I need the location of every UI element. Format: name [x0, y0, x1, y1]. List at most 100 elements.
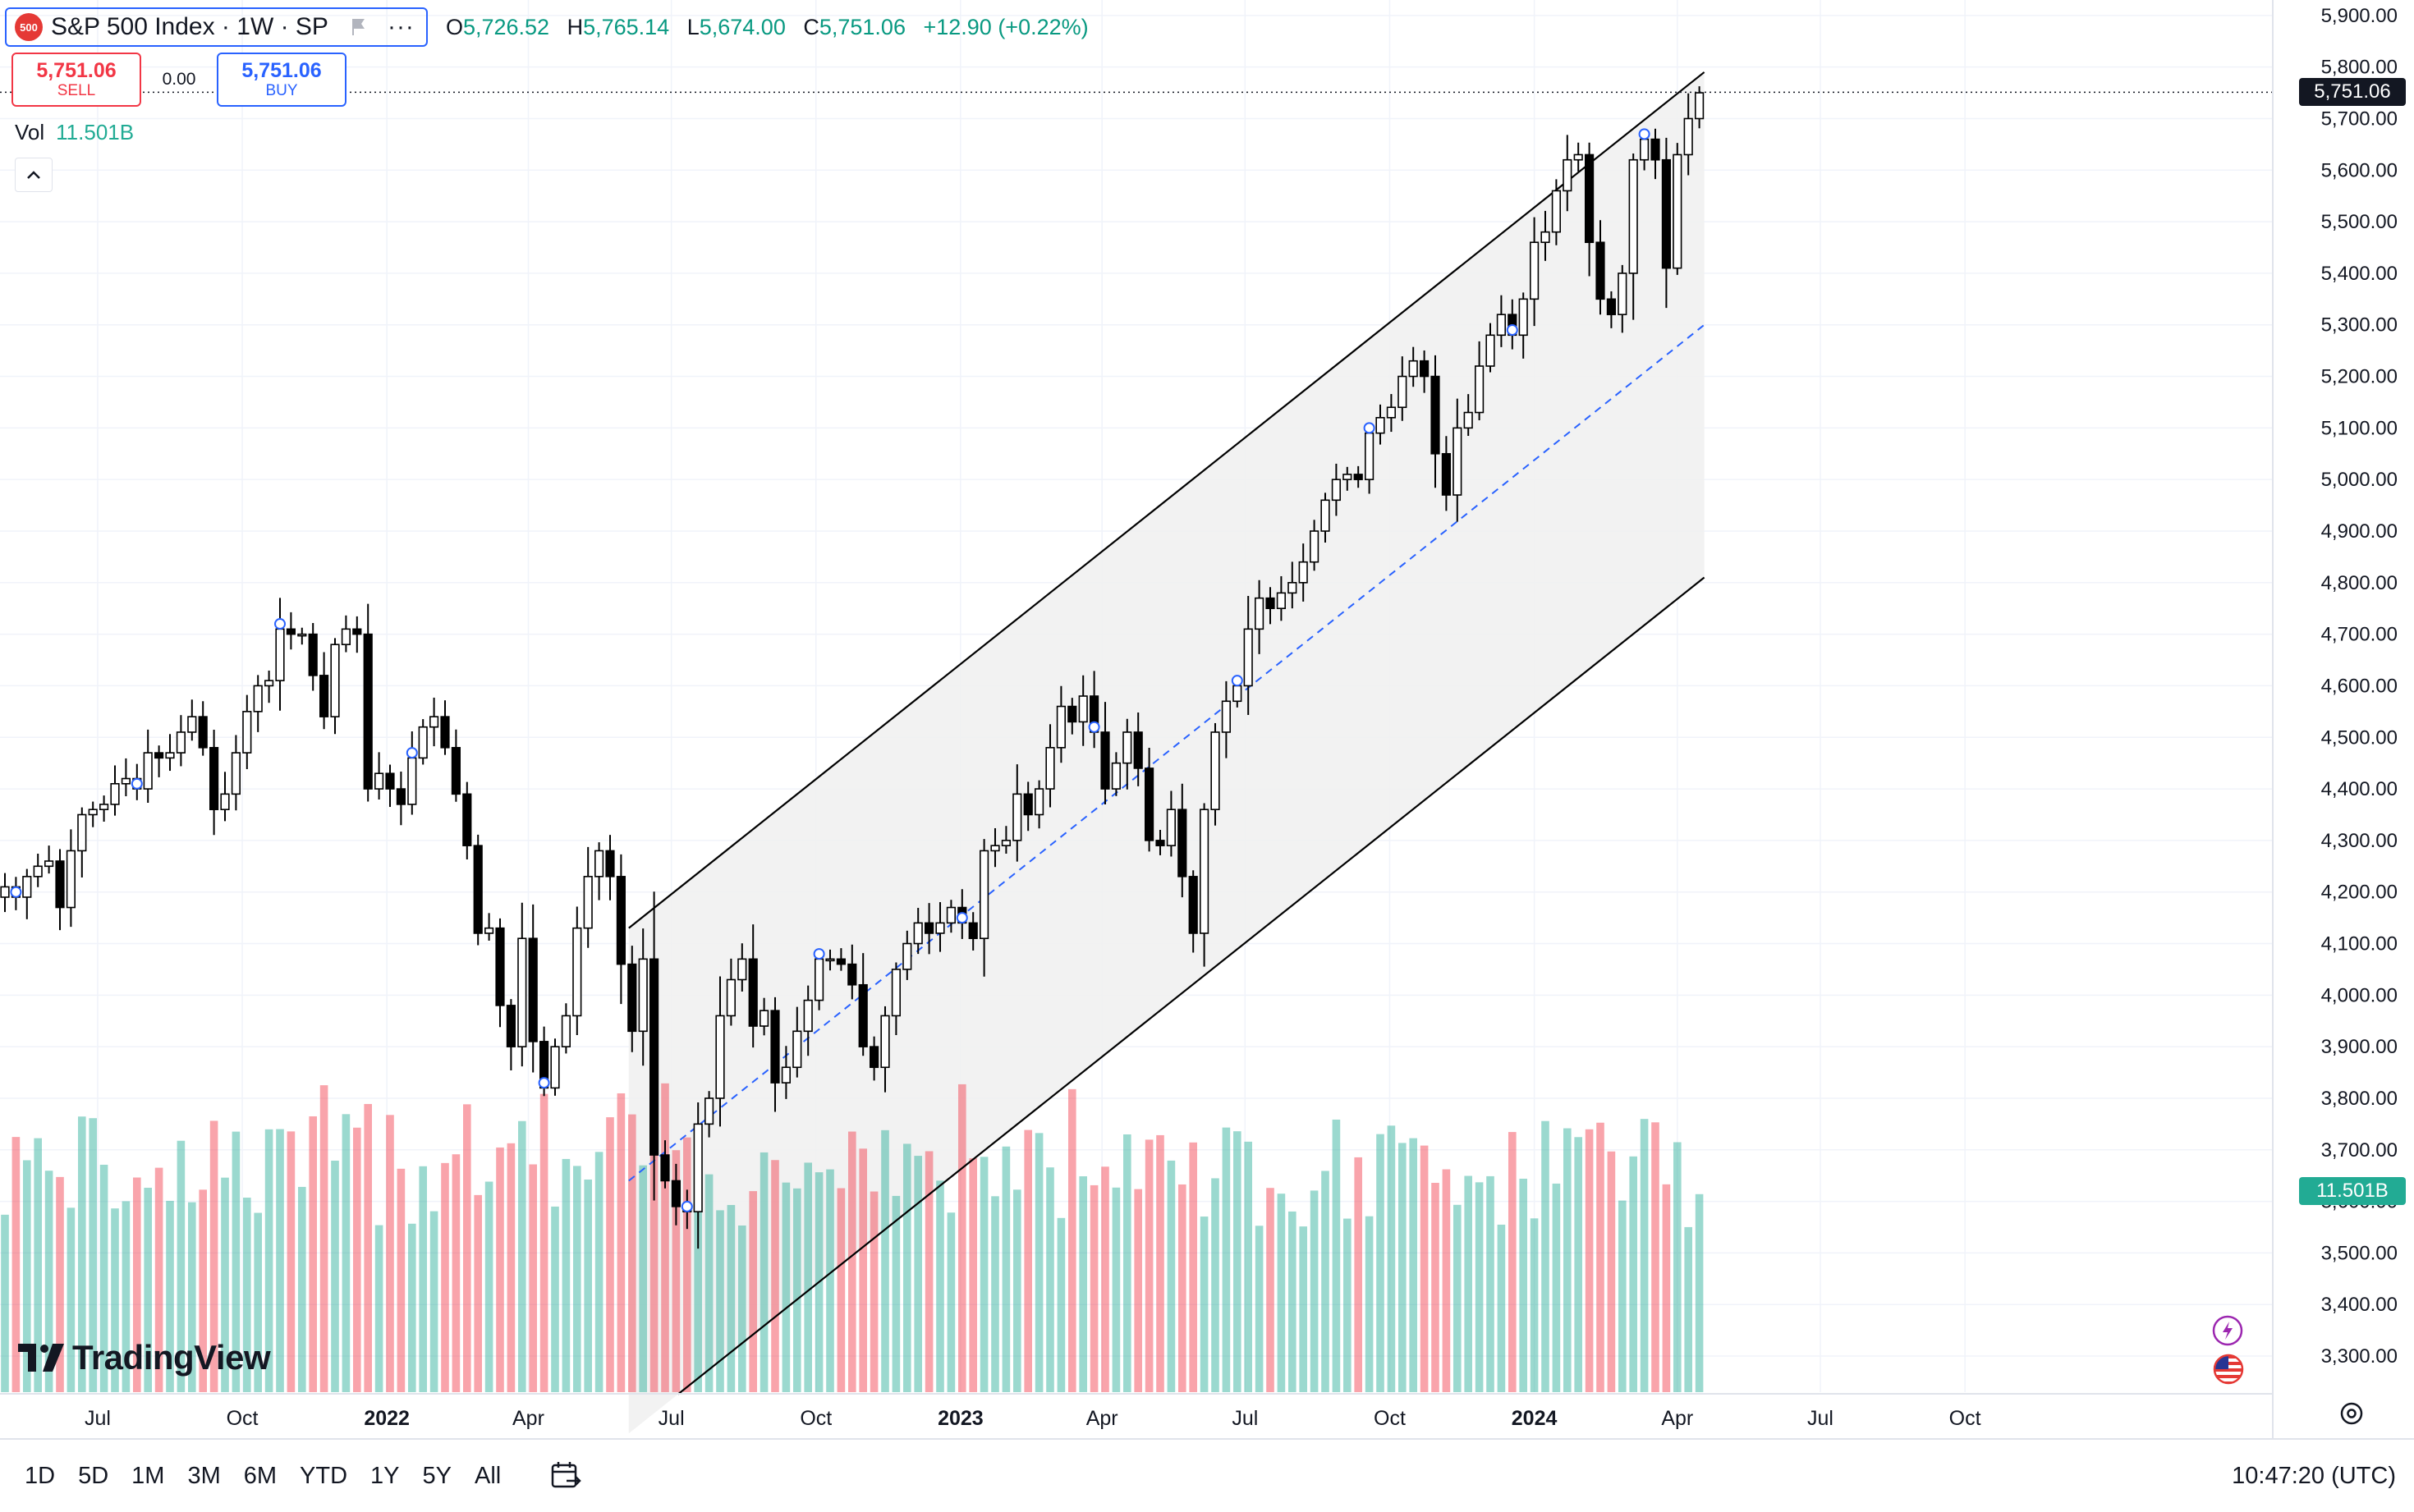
candle-down	[1585, 153, 1595, 244]
dividend-marker[interactable]	[406, 747, 418, 759]
volume-bar	[232, 1131, 241, 1392]
dividend-marker[interactable]	[1088, 721, 1100, 733]
volume-bar	[287, 1131, 296, 1392]
volume-bar	[1453, 1204, 1462, 1392]
candle-down	[649, 958, 659, 1156]
volume-bar	[441, 1162, 449, 1392]
volume-bar	[870, 1191, 879, 1392]
dividend-marker[interactable]	[1363, 422, 1375, 434]
range-5d-button[interactable]: 5D	[78, 1462, 109, 1489]
sell-button[interactable]: 5,751.06 SELL	[11, 53, 141, 107]
volume-bar	[1662, 1184, 1671, 1392]
dividend-marker[interactable]	[1506, 324, 1518, 337]
volume-bar	[429, 1211, 438, 1392]
range-1d-button[interactable]: 1D	[25, 1462, 56, 1489]
dividend-marker[interactable]	[131, 777, 143, 790]
symbol-selector[interactable]: 500 S&P 500 Index · 1W · SP ···	[5, 7, 428, 47]
price-tick-label: 3,300.00	[2321, 1345, 2398, 1368]
volume-bar	[1090, 1184, 1099, 1392]
candle-down	[671, 1180, 681, 1207]
chevron-up-icon	[27, 171, 40, 179]
candle-down	[748, 958, 758, 1027]
range-5y-button[interactable]: 5Y	[422, 1462, 452, 1489]
volume-bar	[639, 1165, 647, 1392]
candle-up	[759, 1010, 769, 1027]
flag-icon[interactable]	[351, 17, 366, 37]
ohlc-key: C	[803, 14, 819, 39]
candle-down	[1420, 360, 1430, 378]
price-tick-label: 4,600.00	[2321, 675, 2398, 697]
dividend-marker[interactable]	[538, 1077, 550, 1089]
dividend-marker[interactable]	[956, 912, 968, 924]
price-tick-label: 4,300.00	[2321, 830, 2398, 852]
us-flag-icon[interactable]	[2212, 1353, 2245, 1386]
range-all-button[interactable]: All	[475, 1462, 502, 1489]
channel-lower-line[interactable]	[677, 576, 1705, 1395]
price-tick-label: 5,700.00	[2321, 108, 2398, 130]
dividend-marker[interactable]	[10, 886, 22, 898]
candle-down	[836, 958, 846, 965]
volume-bar	[1585, 1129, 1594, 1392]
candle-up	[407, 757, 417, 805]
volume-bar	[133, 1177, 141, 1392]
volume-bar	[936, 1180, 944, 1392]
gear-icon[interactable]	[2337, 1399, 2366, 1428]
time-axis[interactable]: Jul Oct 2022 Apr Jul Oct 2023 Apr Jul Oct 2024 Apr J…	[0, 1393, 2273, 1430]
candle-up	[1298, 561, 1308, 584]
candle-up	[330, 644, 340, 717]
price-tick-label: 5,500.00	[2321, 211, 2398, 233]
volume-bar	[1695, 1194, 1704, 1392]
dividend-marker[interactable]	[274, 618, 286, 630]
dividend-marker[interactable]	[1231, 675, 1243, 687]
dividend-marker[interactable]	[681, 1200, 693, 1212]
volume-bar	[419, 1166, 427, 1392]
volume-bar	[44, 1171, 53, 1392]
lightning-icon[interactable]	[2212, 1315, 2243, 1346]
candle-up	[44, 860, 54, 868]
buy-button[interactable]: 5,751.06 BUY	[217, 53, 346, 107]
dividend-marker[interactable]	[1638, 128, 1650, 140]
candle-up	[1365, 432, 1375, 480]
range-3m-button[interactable]: 3M	[187, 1462, 221, 1489]
candle-down	[1023, 793, 1033, 816]
candle-up	[1111, 762, 1121, 790]
channel-upper-line[interactable]	[628, 71, 1705, 929]
utc-clock[interactable]: 10:47:20 (UTC)	[2232, 1462, 2396, 1489]
price-tick-label: 5,100.00	[2321, 417, 2398, 439]
candle-up	[913, 922, 923, 945]
candle-up	[1255, 597, 1264, 630]
candle-down	[616, 876, 626, 965]
volume-bar	[243, 1198, 251, 1392]
range-1y-button[interactable]: 1Y	[370, 1462, 400, 1489]
volume-bar	[254, 1212, 262, 1392]
symbol-legend: 500 S&P 500 Index · 1W · SP ··· O5,726.5…	[0, 7, 1100, 48]
volume-bar	[496, 1147, 504, 1392]
candle-up	[594, 850, 604, 877]
candle-down	[1441, 452, 1451, 496]
collapse-legend-button[interactable]	[15, 158, 53, 192]
candle-down	[286, 628, 296, 635]
tradingview-watermark[interactable]: TradingView	[18, 1338, 271, 1377]
volume-bar	[1508, 1132, 1517, 1392]
time-tick-label: Apr	[1086, 1407, 1118, 1430]
volume-bar	[1365, 1216, 1374, 1392]
price-axis[interactable]: 3,300.003,400.003,500.003,600.003,700.00…	[2272, 0, 2398, 1443]
volume-bar	[562, 1158, 571, 1392]
volume-bar	[539, 1093, 548, 1392]
volume-bar	[276, 1129, 284, 1392]
range-ytd-button[interactable]: YTD	[300, 1462, 348, 1489]
volume-bar	[529, 1164, 537, 1392]
range-6m-button[interactable]: 6M	[243, 1462, 278, 1489]
volume-label: Vol	[15, 120, 45, 144]
candlestick-series	[0, 86, 1705, 1249]
candle-up	[572, 927, 582, 1017]
time-tick-label: Jul	[85, 1407, 111, 1430]
volume-bar	[892, 1195, 901, 1392]
dividend-marker[interactable]	[813, 948, 825, 960]
range-1m-button[interactable]: 1M	[131, 1462, 165, 1489]
volume-bar	[749, 1191, 757, 1392]
calendar-goto-icon[interactable]	[550, 1460, 583, 1491]
volume-bar	[859, 1148, 867, 1392]
more-options-button[interactable]: ···	[387, 13, 415, 40]
